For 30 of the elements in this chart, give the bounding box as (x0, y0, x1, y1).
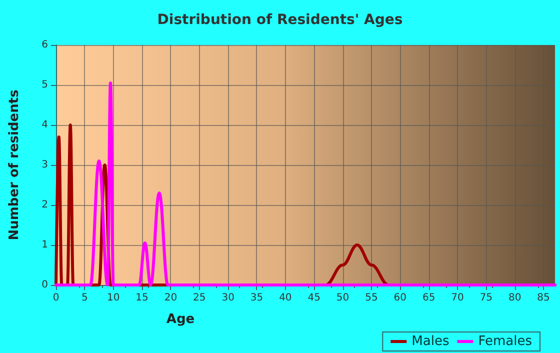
x-tick-label: 85 (537, 292, 550, 304)
legend-label: Females (478, 334, 532, 349)
x-tick-label: 5 (81, 292, 88, 304)
x-tick-label: 30 (222, 292, 234, 304)
y-tick-label: 5 (42, 80, 48, 90)
x-axis-title: Age (166, 312, 195, 327)
x-tick-label: 25 (193, 292, 206, 304)
y-tick-label: 3 (42, 160, 48, 170)
y-axis-title: Number of residents (7, 89, 22, 240)
y-tick-label: 6 (42, 40, 48, 50)
y-tick-label: 4 (42, 120, 48, 130)
y-tick-label: 1 (42, 240, 48, 250)
x-tick-label: 50 (336, 292, 350, 304)
x-tick-label: 75 (480, 292, 493, 304)
y-tick-label: 0 (42, 280, 48, 290)
x-tick-label: 70 (451, 292, 464, 304)
legend-label: Males (412, 334, 450, 349)
x-tick-label: 15 (136, 292, 148, 304)
x-tick-label: 35 (250, 292, 264, 304)
x-tick-label: 20 (164, 292, 178, 304)
x-tick-label: 40 (279, 292, 292, 304)
chart-title: Distribution of Residents' Ages (157, 12, 403, 28)
x-tick-label: 60 (394, 292, 407, 304)
x-tick-label: 0 (52, 292, 60, 304)
y-tick-label: 2 (42, 200, 48, 210)
x-tick-label: 65 (422, 292, 436, 304)
x-tick-label: 10 (106, 292, 120, 304)
x-tick-label: 55 (365, 292, 378, 304)
x-tick-label: 45 (308, 292, 320, 304)
x-tick-label: 80 (508, 292, 522, 304)
